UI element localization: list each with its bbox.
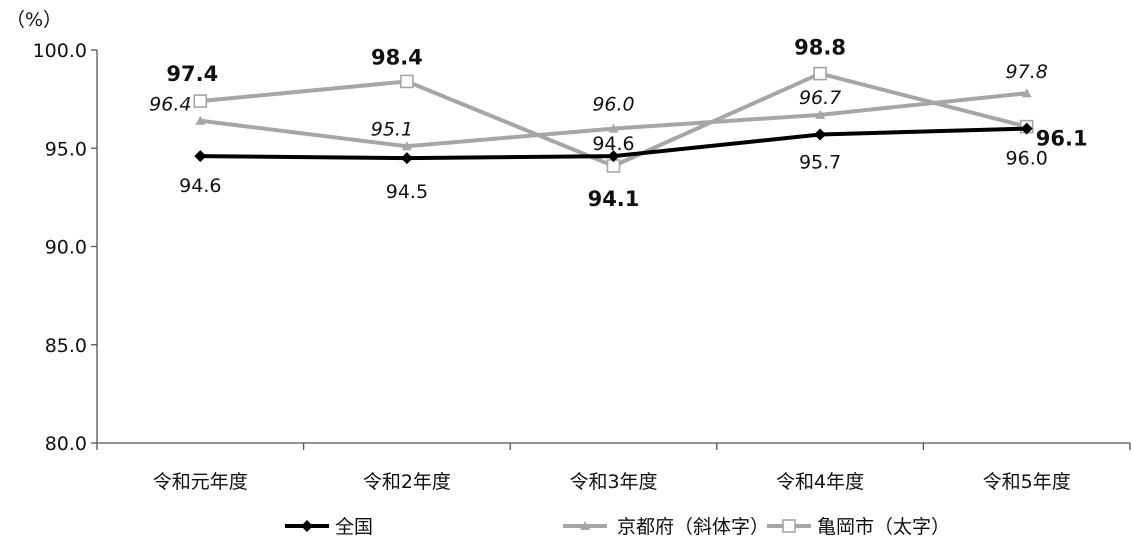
data-point	[400, 74, 414, 89]
data-labels: 94.6 94.5 94.6 95.7 96.0 96.4 95.1 96.0 96.7 97.8…	[149, 36, 1087, 211]
data-label: 96.0	[592, 94, 634, 116]
y-tick-label: 100.0	[33, 40, 87, 62]
data-label: 96.7	[799, 87, 841, 109]
data-label: 97.8	[1006, 61, 1048, 83]
data-point	[193, 94, 208, 108]
data-point	[401, 141, 412, 151]
x-category-label: 令和元年度	[153, 471, 248, 493]
legend-marker	[301, 520, 313, 532]
y-axis-unit-label: （%）	[6, 9, 62, 31]
data-point	[1021, 88, 1032, 98]
legend-label: 亀岡市（太字）	[817, 516, 950, 538]
data-label: 97.4	[166, 62, 218, 86]
series-group	[193, 66, 1034, 173]
y-tick-label: 85.0	[45, 335, 87, 357]
data-point	[1020, 122, 1033, 135]
x-category-label: 令和4年度	[776, 471, 864, 493]
data-label: 94.1	[588, 187, 640, 211]
legend-label: 京都府（斜体字）	[617, 516, 769, 538]
x-category-label: 令和5年度	[983, 471, 1071, 493]
data-label: 95.1	[371, 118, 413, 140]
data-label: 94.6	[592, 133, 634, 155]
data-point	[195, 115, 206, 125]
data-point	[815, 109, 826, 119]
y-tick-label: 90.0	[45, 237, 87, 259]
data-label: 98.8	[794, 36, 846, 60]
data-label: 96.0	[1006, 148, 1048, 170]
data-label: 94.6	[179, 175, 221, 197]
data-label: 94.5	[386, 181, 428, 203]
data-point	[400, 152, 413, 165]
axes: （%） 80.0 85.0 90.0 95.0 100.0 令和元年度 令和2年度 令和3年度 令…	[6, 9, 1131, 493]
legend: 全国 京都府（斜体字） 亀岡市（太字）	[285, 516, 950, 538]
data-label: 96.1	[1036, 127, 1088, 151]
x-category-label: 令和2年度	[363, 471, 451, 493]
data-point	[814, 128, 827, 141]
data-point	[813, 66, 827, 81]
x-category-label: 令和3年度	[569, 471, 657, 493]
data-label: 95.7	[799, 151, 841, 173]
data-label: 98.4	[371, 45, 423, 69]
data-point	[607, 150, 620, 163]
legend-marker	[580, 521, 590, 530]
data-point	[194, 150, 207, 163]
data-point	[608, 123, 619, 133]
legend-label: 全国	[335, 516, 373, 538]
y-tick-label: 95.0	[45, 138, 87, 160]
data-label: 96.4	[149, 94, 191, 116]
legend-marker	[782, 519, 796, 533]
y-tick-label: 80.0	[45, 433, 87, 455]
